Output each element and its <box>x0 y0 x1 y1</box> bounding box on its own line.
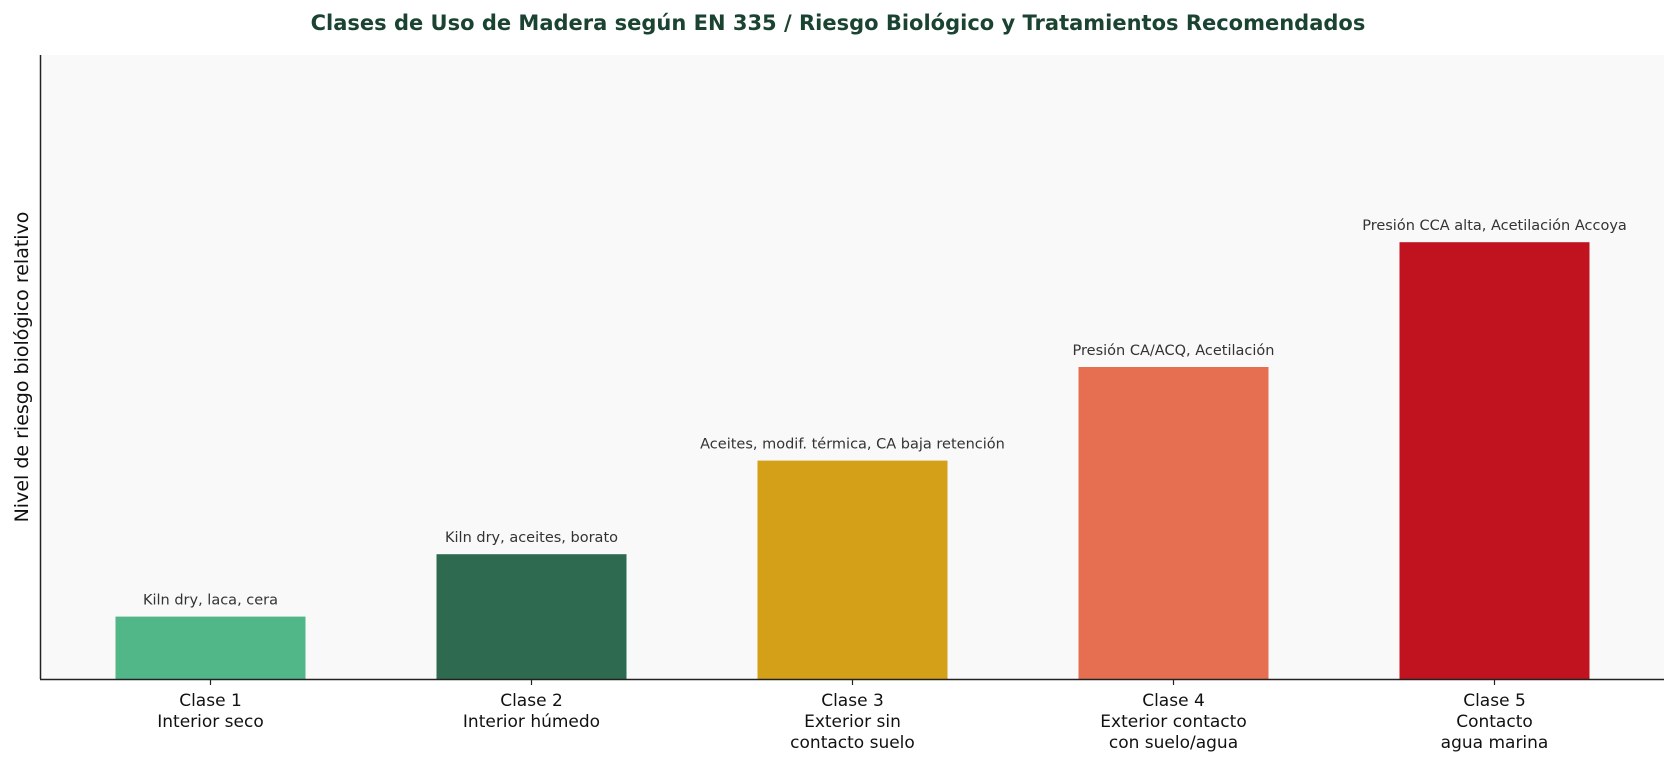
data-labels-group: Kiln dry, laca, cera Kiln dry, aceites, b… <box>143 218 1627 608</box>
bar-4 <box>1078 367 1269 679</box>
x-tick-label-line: Contacto <box>1456 712 1533 732</box>
bar-1 <box>115 616 306 679</box>
x-tick-label-line: Interior húmedo <box>463 712 600 732</box>
x-tick-label-line: Exterior contacto <box>1100 712 1246 732</box>
x-tick-label-line: agua marina <box>1441 733 1549 753</box>
bars-group <box>115 242 1590 679</box>
x-tick-label-line: Interior seco <box>157 712 263 732</box>
x-tick-label-line: Exterior sin <box>804 712 901 732</box>
bar-annotation-3: Aceites, modif. térmica, CA baja retenci… <box>700 437 1005 453</box>
bar-annotation-5: Presión CCA alta, Acetilación Accoya <box>1362 218 1627 234</box>
bar-annotation-4: Presión CA/ACQ, Acetilación <box>1073 343 1275 359</box>
bar-annotation-1: Kiln dry, laca, cera <box>143 593 278 609</box>
bar-3 <box>757 460 948 679</box>
bar-5 <box>1399 242 1590 679</box>
x-tick-label-5: Clase 5 Contacto agua marina <box>1441 691 1549 753</box>
y-axis-label: Nivel de riesgo biológico relativo <box>11 212 33 523</box>
x-tick-label-3: Clase 3 Exterior sin contacto suelo <box>790 691 915 753</box>
x-tick-label-line: Clase 4 <box>1142 691 1205 711</box>
x-tick-label-line: con suelo/agua <box>1109 733 1238 753</box>
x-tick-label-line: Clase 1 <box>179 691 242 711</box>
x-tick-label-line: contacto suelo <box>790 733 915 753</box>
chart-title: Clases de Uso de Madera según EN 335 / R… <box>311 11 1366 35</box>
x-tick-label-4: Clase 4 Exterior contacto con suelo/agua <box>1100 691 1246 753</box>
bar-annotation-2: Kiln dry, aceites, borato <box>445 530 618 546</box>
x-tick-label-line: Clase 2 <box>500 691 563 711</box>
x-tick-label-1: Clase 1 Interior seco <box>157 691 263 732</box>
x-ticks-group: Clase 1 Interior seco Clase 2 Interior húme… <box>157 679 1548 753</box>
bar-2 <box>436 554 627 679</box>
x-tick-label-line: Clase 5 <box>1463 691 1526 711</box>
x-tick-label-line: Clase 3 <box>821 691 884 711</box>
x-tick-label-2: Clase 2 Interior húmedo <box>463 691 600 732</box>
